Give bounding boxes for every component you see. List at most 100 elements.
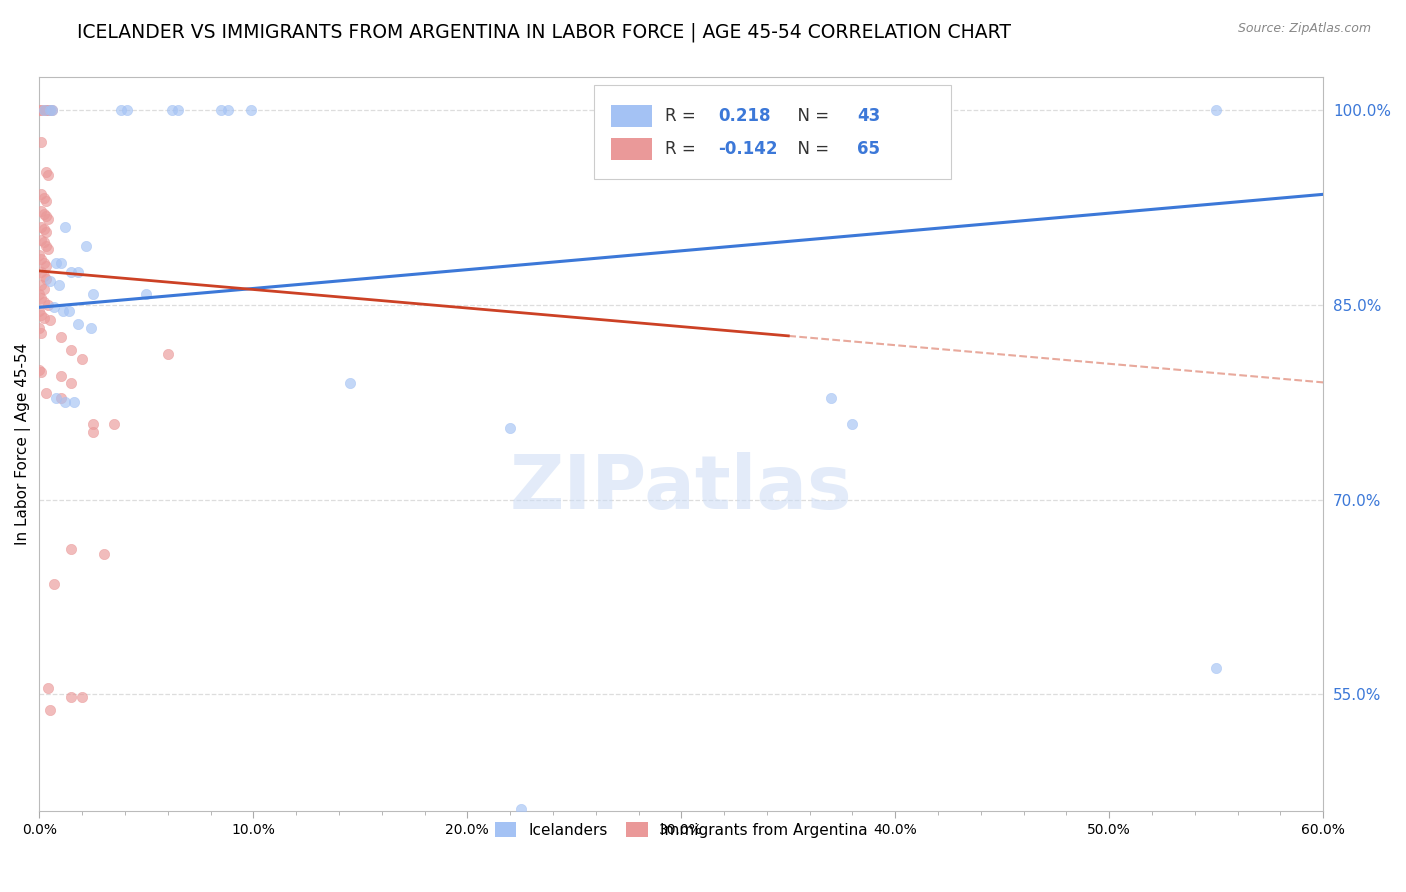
Point bbox=[156, 347, 179, 361]
FancyBboxPatch shape bbox=[593, 85, 950, 178]
Point bbox=[35, 271, 58, 285]
Point bbox=[32, 295, 55, 310]
Point bbox=[39, 274, 62, 288]
Y-axis label: In Labor Force | Age 45-54: In Labor Force | Age 45-54 bbox=[15, 343, 31, 545]
Point bbox=[53, 395, 76, 409]
Point bbox=[82, 287, 104, 301]
Point bbox=[53, 219, 76, 234]
Point bbox=[39, 103, 62, 117]
Point bbox=[115, 103, 138, 117]
Point bbox=[103, 417, 125, 432]
Point bbox=[30, 136, 52, 150]
Point bbox=[30, 233, 52, 247]
Point bbox=[30, 187, 52, 202]
Point bbox=[37, 212, 59, 227]
Point bbox=[80, 321, 103, 335]
Point bbox=[35, 103, 58, 117]
Text: 65: 65 bbox=[858, 140, 880, 158]
Text: 0.218: 0.218 bbox=[718, 107, 770, 126]
Point bbox=[28, 287, 51, 301]
Point bbox=[209, 103, 232, 117]
Point bbox=[60, 265, 83, 279]
Point bbox=[135, 287, 157, 301]
Text: N =: N = bbox=[786, 107, 834, 126]
Point bbox=[49, 330, 72, 344]
Point bbox=[48, 278, 70, 293]
Point bbox=[58, 304, 80, 318]
Point bbox=[110, 103, 132, 117]
Point bbox=[509, 801, 531, 815]
Point bbox=[60, 690, 83, 704]
Point bbox=[499, 421, 522, 435]
Point bbox=[45, 391, 67, 405]
FancyBboxPatch shape bbox=[610, 105, 652, 128]
Point bbox=[49, 391, 72, 405]
Point bbox=[32, 310, 55, 325]
Point bbox=[37, 298, 59, 312]
Point bbox=[62, 395, 84, 409]
Point bbox=[39, 313, 62, 327]
Point bbox=[30, 265, 52, 279]
Point bbox=[39, 703, 62, 717]
Point bbox=[659, 103, 682, 117]
Point bbox=[35, 259, 58, 273]
Point bbox=[28, 321, 51, 335]
Point bbox=[45, 256, 67, 270]
Point bbox=[28, 103, 51, 117]
Point bbox=[35, 165, 58, 179]
Point bbox=[32, 222, 55, 236]
Point bbox=[28, 362, 51, 376]
Point bbox=[30, 204, 52, 219]
Point bbox=[32, 103, 55, 117]
Point bbox=[32, 282, 55, 296]
Point bbox=[32, 256, 55, 270]
Point bbox=[60, 376, 83, 390]
Text: ZIPatlas: ZIPatlas bbox=[510, 452, 852, 524]
Point bbox=[35, 210, 58, 224]
Legend: Icelanders, Immigrants from Argentina: Icelanders, Immigrants from Argentina bbox=[489, 816, 873, 844]
Point bbox=[30, 278, 52, 293]
Text: Source: ZipAtlas.com: Source: ZipAtlas.com bbox=[1237, 22, 1371, 36]
Text: 43: 43 bbox=[858, 107, 880, 126]
Point bbox=[60, 343, 83, 358]
Point bbox=[66, 317, 89, 331]
Text: ICELANDER VS IMMIGRANTS FROM ARGENTINA IN LABOR FORCE | AGE 45-54 CORRELATION CH: ICELANDER VS IMMIGRANTS FROM ARGENTINA I… bbox=[77, 22, 1011, 42]
Point bbox=[240, 103, 263, 117]
Point bbox=[52, 304, 75, 318]
Point bbox=[28, 248, 51, 262]
Point bbox=[44, 577, 66, 591]
Point bbox=[37, 168, 59, 182]
Point bbox=[37, 103, 59, 117]
Point bbox=[35, 239, 58, 253]
Point bbox=[32, 235, 55, 250]
Text: -0.142: -0.142 bbox=[718, 140, 778, 158]
Point bbox=[217, 103, 239, 117]
Point bbox=[70, 690, 93, 704]
Point bbox=[75, 239, 97, 253]
Point bbox=[30, 103, 52, 117]
Point bbox=[37, 681, 59, 695]
Point bbox=[30, 252, 52, 267]
Point bbox=[44, 301, 66, 315]
Point bbox=[32, 191, 55, 205]
Point bbox=[30, 326, 52, 341]
Point bbox=[82, 425, 104, 439]
Text: R =: R = bbox=[665, 140, 700, 158]
Point bbox=[60, 541, 83, 556]
Point bbox=[35, 225, 58, 239]
Point bbox=[1205, 661, 1227, 675]
FancyBboxPatch shape bbox=[610, 137, 652, 160]
Point bbox=[41, 103, 63, 117]
Point bbox=[30, 219, 52, 234]
Point bbox=[1205, 103, 1227, 117]
Point bbox=[49, 369, 72, 384]
Point bbox=[28, 304, 51, 318]
Point bbox=[32, 207, 55, 221]
Point bbox=[160, 103, 183, 117]
Point bbox=[167, 103, 190, 117]
Point bbox=[32, 103, 55, 117]
Point bbox=[93, 547, 115, 561]
Point bbox=[82, 417, 104, 432]
Point bbox=[66, 265, 89, 279]
Point bbox=[37, 242, 59, 256]
